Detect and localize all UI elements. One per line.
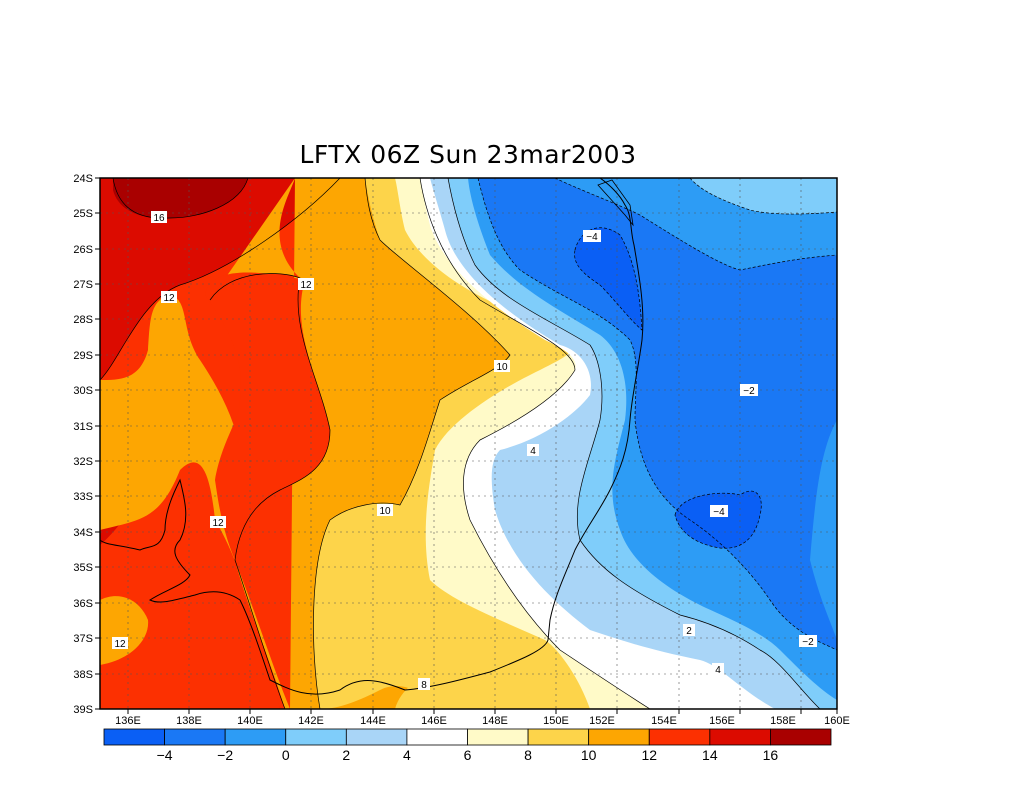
lat-tick-label: 27S [73, 279, 93, 291]
contour-lines [100, 178, 837, 709]
colorbar-swatch [345, 728, 408, 746]
map-title: LFTX 06Z Sun 23mar2003 [299, 140, 637, 169]
contour-label: 10 [377, 504, 393, 517]
colorbar-swatch [648, 728, 711, 746]
colorbar-swatch [224, 728, 287, 746]
lat-tick-label: 34S [73, 527, 93, 539]
svg-text:2: 2 [686, 626, 692, 637]
plot-frame [99, 177, 838, 710]
lat-tick-label: 24S [73, 173, 93, 185]
lat-tick-label: 26S [73, 244, 93, 256]
contour-label: −4 [583, 230, 601, 243]
colorbar-label: 6 [464, 747, 472, 763]
svg-text:−2: −2 [802, 637, 814, 648]
contour-label: 12 [210, 516, 226, 529]
lat-tick-label: 29S [73, 350, 93, 362]
contour-label: −2 [740, 384, 758, 397]
contour-label: 12 [112, 637, 128, 650]
contour-label: 4 [712, 663, 724, 676]
lat-tick-label: 39S [73, 704, 93, 716]
svg-text:4: 4 [530, 446, 536, 457]
lat-tick-label: 31S [73, 421, 93, 433]
lon-tick-label: 160E [824, 715, 850, 727]
lon-tick-label: 142E [298, 715, 324, 727]
lon-tick-label: 148E [482, 715, 508, 727]
lat-tick-label: 32S [73, 456, 93, 468]
lon-tick-label: 146E [421, 715, 447, 727]
lon-tick-label: 140E [237, 715, 263, 727]
colorbar-swatch [770, 728, 832, 746]
contour-label: 2 [683, 624, 695, 637]
grid-lines [100, 178, 837, 709]
colorbar-label: 16 [763, 747, 779, 763]
colorbar-label: 12 [641, 747, 657, 763]
lon-tick-label: 144E [360, 715, 386, 727]
colorbar-label: 4 [403, 747, 411, 763]
lon-tick-label: 158E [770, 715, 796, 727]
band-0-2-ne [690, 178, 837, 215]
lon-tick-label: 150E [543, 715, 569, 727]
lat-tick-label: 25S [73, 208, 93, 220]
colorbar-swatch [406, 728, 468, 746]
lat-tick-label: 37S [73, 633, 93, 645]
svg-text:12: 12 [212, 518, 224, 529]
lon-tick-label: 156E [709, 715, 735, 727]
lon-axis: 136E 138E 140E 142E 144E 146E 148E 150E … [115, 709, 850, 727]
lon-tick-label: 138E [176, 715, 202, 727]
svg-text:−2: −2 [743, 386, 755, 397]
colorbar: −4 −2 0 2 4 6 8 10 12 14 16 [103, 728, 832, 763]
svg-text:16: 16 [153, 213, 165, 224]
contour-label: 12 [161, 291, 177, 304]
svg-text:12: 12 [114, 639, 126, 650]
lat-tick-label: 33S [73, 491, 93, 503]
band-12-14-sw [100, 455, 280, 709]
colorbar-swatch [709, 728, 771, 746]
contour-label: 8 [418, 678, 430, 691]
colorbar-swatch [285, 728, 347, 746]
lat-axis: 24S 25S 26S 27S 28S 29S 30S 31S 32S 33S … [73, 173, 100, 716]
lat-tick-label: 35S [73, 562, 93, 574]
colorbar-label: 14 [702, 747, 718, 763]
colorbar-swatch [588, 728, 650, 746]
band-minus6-minus4-north [574, 227, 642, 330]
colorbar-swatch [527, 728, 590, 746]
colorbar-swatch [164, 728, 226, 746]
svg-text:−4: −4 [713, 507, 725, 518]
contour-label: 4 [527, 444, 539, 457]
svg-text:12: 12 [300, 280, 312, 291]
contour-label: 16 [151, 211, 167, 224]
colorbar-swatch [103, 728, 165, 746]
svg-text:4: 4 [715, 665, 721, 676]
colorbar-swatch [467, 728, 529, 746]
band-16-plus [113, 178, 248, 219]
contour-label: −2 [799, 635, 817, 648]
coastline [100, 178, 644, 695]
contour-label: 10 [494, 360, 510, 373]
colorbar-label: −2 [217, 747, 233, 763]
coastline-island [597, 179, 634, 227]
lat-tick-label: 38S [73, 669, 93, 681]
svg-text:10: 10 [496, 362, 508, 373]
lon-tick-label: 154E [651, 715, 677, 727]
contour-labels: 16 12 12 12 10 10 12 8 4 −4 −2 −4 2 −2 4 [112, 211, 817, 691]
lat-tick-label: 28S [73, 314, 93, 326]
colorbar-label: 0 [282, 747, 290, 763]
colorbar-label: 10 [581, 747, 597, 763]
contour-label: 12 [298, 278, 314, 291]
colorbar-label: 2 [342, 747, 350, 763]
svg-text:12: 12 [163, 293, 175, 304]
band-12-14-tongue [205, 272, 330, 560]
filled-contours [100, 178, 837, 709]
svg-text:8: 8 [421, 680, 427, 691]
svg-text:−4: −4 [586, 232, 598, 243]
colorbar-label: 8 [524, 747, 532, 763]
lat-tick-label: 30S [73, 385, 93, 397]
lon-tick-label: 136E [115, 715, 141, 727]
colorbar-label: −4 [157, 747, 173, 763]
lat-tick-label: 36S [73, 598, 93, 610]
contour-label: −4 [710, 505, 728, 518]
lon-tick-label: 152E [589, 715, 615, 727]
svg-text:10: 10 [379, 506, 391, 517]
